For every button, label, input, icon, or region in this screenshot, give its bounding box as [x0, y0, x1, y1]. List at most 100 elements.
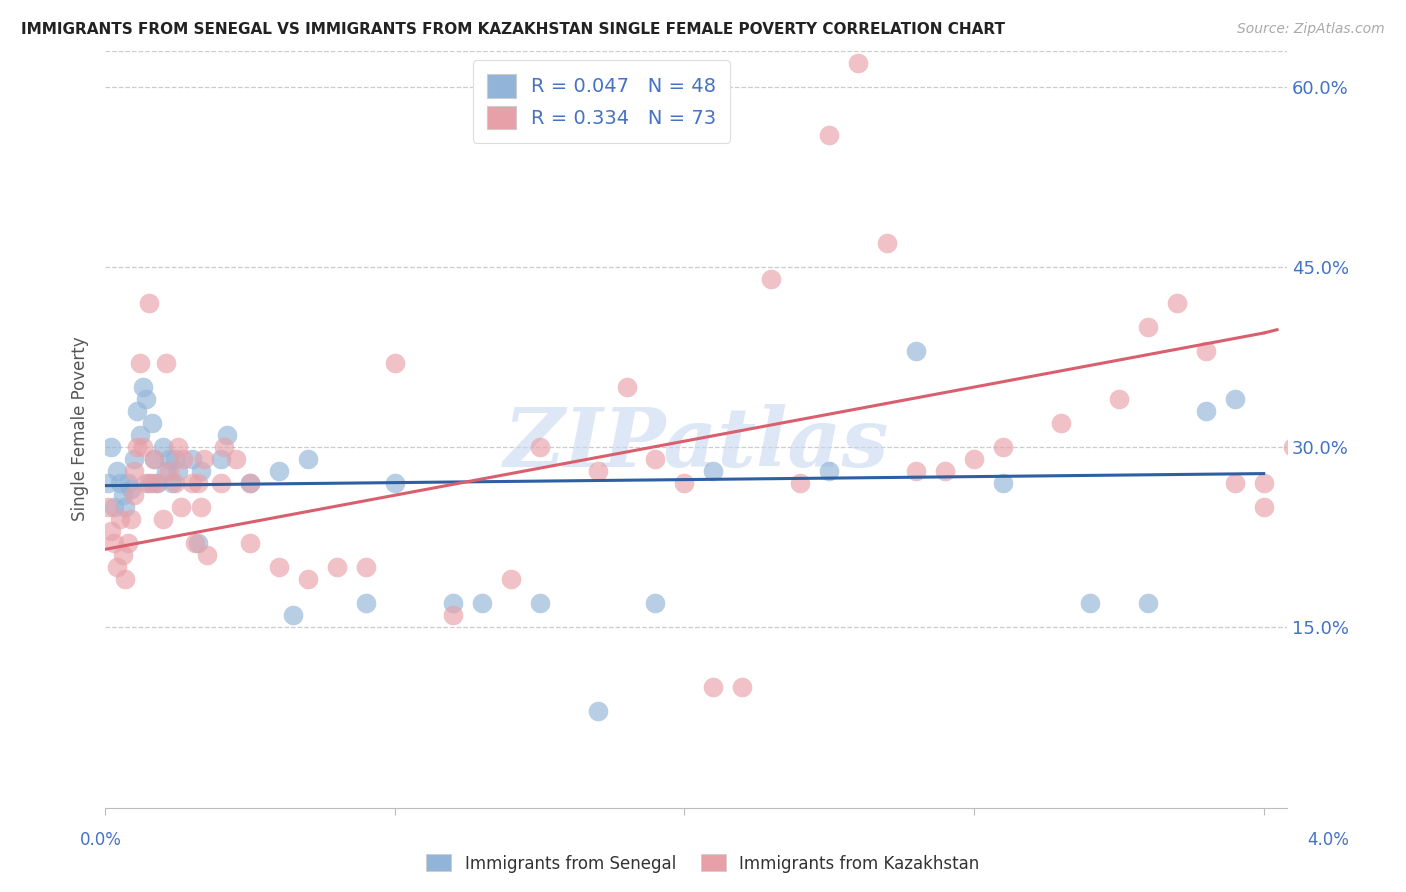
Point — [283, 608, 305, 623]
Point — [297, 572, 319, 586]
Point — [193, 452, 215, 467]
Point — [209, 476, 232, 491]
Point — [1078, 596, 1101, 610]
Point — [166, 440, 188, 454]
Point — [1136, 320, 1159, 334]
Point — [135, 392, 157, 406]
Point — [100, 440, 122, 454]
Point — [1223, 392, 1246, 406]
Point — [105, 464, 128, 478]
Point — [644, 596, 666, 610]
Point — [97, 500, 120, 515]
Point — [181, 476, 204, 491]
Point — [160, 476, 183, 491]
Point — [789, 476, 811, 491]
Point — [190, 464, 212, 478]
Point — [1368, 452, 1391, 467]
Point — [702, 464, 724, 478]
Point — [818, 128, 841, 142]
Legend: Immigrants from Senegal, Immigrants from Kazakhstan: Immigrants from Senegal, Immigrants from… — [420, 847, 986, 880]
Point — [441, 596, 464, 610]
Point — [157, 452, 180, 467]
Point — [212, 440, 235, 454]
Point — [1195, 404, 1218, 418]
Point — [1223, 476, 1246, 491]
Point — [354, 560, 377, 574]
Point — [644, 452, 666, 467]
Point — [117, 536, 139, 550]
Point — [239, 536, 262, 550]
Y-axis label: Single Female Poverty: Single Female Poverty — [72, 337, 89, 522]
Point — [934, 464, 956, 478]
Point — [132, 440, 155, 454]
Point — [876, 235, 898, 250]
Point — [354, 596, 377, 610]
Point — [187, 476, 209, 491]
Point — [138, 296, 160, 310]
Point — [326, 560, 349, 574]
Point — [267, 464, 290, 478]
Point — [184, 536, 207, 550]
Point — [616, 380, 638, 394]
Point — [122, 464, 145, 478]
Point — [122, 488, 145, 502]
Point — [187, 536, 209, 550]
Point — [209, 452, 232, 467]
Point — [114, 500, 136, 515]
Point — [499, 572, 522, 586]
Point — [1281, 440, 1303, 454]
Point — [129, 356, 152, 370]
Point — [169, 500, 191, 515]
Point — [905, 464, 928, 478]
Point — [267, 560, 290, 574]
Point — [702, 681, 724, 695]
Point — [441, 608, 464, 623]
Text: IMMIGRANTS FROM SENEGAL VS IMMIGRANTS FROM KAZAKHSTAN SINGLE FEMALE POVERTY CORR: IMMIGRANTS FROM SENEGAL VS IMMIGRANTS FR… — [21, 22, 1005, 37]
Point — [155, 464, 177, 478]
Point — [1253, 500, 1275, 515]
Point — [172, 452, 194, 467]
Point — [1195, 344, 1218, 359]
Point — [529, 596, 551, 610]
Point — [135, 476, 157, 491]
Point — [297, 452, 319, 467]
Point — [239, 476, 262, 491]
Point — [384, 356, 406, 370]
Point — [120, 512, 142, 526]
Point — [818, 464, 841, 478]
Legend: R = 0.047   N = 48, R = 0.334   N = 73: R = 0.047 N = 48, R = 0.334 N = 73 — [472, 61, 730, 143]
Point — [163, 452, 186, 467]
Point — [1136, 596, 1159, 610]
Point — [100, 524, 122, 539]
Point — [97, 476, 120, 491]
Point — [125, 404, 148, 418]
Point — [141, 476, 163, 491]
Point — [152, 512, 174, 526]
Point — [122, 452, 145, 467]
Point — [991, 440, 1014, 454]
Point — [1166, 296, 1188, 310]
Point — [1253, 476, 1275, 491]
Text: Source: ZipAtlas.com: Source: ZipAtlas.com — [1237, 22, 1385, 37]
Point — [166, 464, 188, 478]
Point — [761, 272, 783, 286]
Point — [108, 512, 131, 526]
Point — [731, 681, 754, 695]
Point — [132, 380, 155, 394]
Text: ZIPatlas: ZIPatlas — [503, 404, 889, 484]
Point — [129, 428, 152, 442]
Point — [146, 476, 169, 491]
Point — [152, 440, 174, 454]
Point — [239, 476, 262, 491]
Point — [143, 452, 166, 467]
Point — [111, 488, 134, 502]
Point — [143, 452, 166, 467]
Point — [125, 440, 148, 454]
Point — [181, 452, 204, 467]
Point — [471, 596, 494, 610]
Point — [586, 705, 609, 719]
Point — [195, 549, 218, 563]
Text: 0.0%: 0.0% — [80, 831, 122, 849]
Point — [846, 55, 869, 70]
Point — [120, 482, 142, 496]
